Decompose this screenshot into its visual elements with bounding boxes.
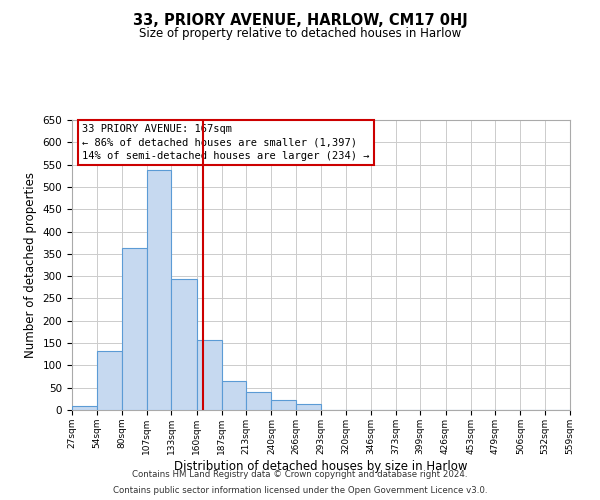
Bar bbox=[72, 406, 97, 410]
Bar bbox=[246, 392, 271, 410]
Bar bbox=[296, 404, 321, 410]
Text: 33 PRIORY AVENUE: 167sqm
← 86% of detached houses are smaller (1,397)
14% of sem: 33 PRIORY AVENUE: 167sqm ← 86% of detach… bbox=[82, 124, 370, 161]
Bar bbox=[97, 350, 122, 410]
Bar bbox=[171, 280, 197, 410]
Bar bbox=[122, 248, 147, 410]
Bar bbox=[222, 381, 246, 410]
X-axis label: Distribution of detached houses by size in Harlow: Distribution of detached houses by size … bbox=[174, 460, 468, 472]
Y-axis label: Number of detached properties: Number of detached properties bbox=[24, 172, 37, 358]
Text: Contains public sector information licensed under the Open Government Licence v3: Contains public sector information licen… bbox=[113, 486, 487, 495]
Bar bbox=[271, 400, 296, 410]
Text: 33, PRIORY AVENUE, HARLOW, CM17 0HJ: 33, PRIORY AVENUE, HARLOW, CM17 0HJ bbox=[133, 12, 467, 28]
Bar bbox=[147, 170, 171, 410]
Text: Size of property relative to detached houses in Harlow: Size of property relative to detached ho… bbox=[139, 28, 461, 40]
Text: Contains HM Land Registry data © Crown copyright and database right 2024.: Contains HM Land Registry data © Crown c… bbox=[132, 470, 468, 479]
Bar bbox=[197, 340, 222, 410]
